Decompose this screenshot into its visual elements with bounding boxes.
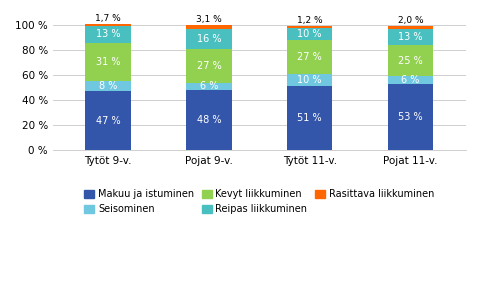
- Bar: [186, 29, 231, 49]
- Bar: [186, 90, 231, 150]
- Bar: [287, 40, 332, 74]
- Bar: [387, 45, 432, 76]
- Text: 8 %: 8 %: [99, 82, 117, 92]
- Bar: [387, 84, 432, 150]
- Text: 51 %: 51 %: [297, 113, 322, 124]
- Bar: [85, 24, 131, 26]
- Text: 1,2 %: 1,2 %: [296, 16, 322, 25]
- Text: 53 %: 53 %: [397, 112, 422, 122]
- Bar: [287, 86, 332, 150]
- Bar: [287, 26, 332, 28]
- Text: 2,0 %: 2,0 %: [397, 16, 422, 25]
- Bar: [85, 92, 131, 150]
- Text: 6 %: 6 %: [400, 75, 419, 85]
- Legend: Makuu ja istuminen, Seisominen, Kevyt liikkuminen, Reipas liikkuminen, Rasittava: Makuu ja istuminen, Seisominen, Kevyt li…: [84, 189, 433, 214]
- Text: 3,1 %: 3,1 %: [196, 15, 221, 24]
- Text: 10 %: 10 %: [297, 75, 321, 85]
- Text: 13 %: 13 %: [96, 29, 120, 39]
- Text: 16 %: 16 %: [196, 34, 221, 44]
- Bar: [186, 25, 231, 29]
- Bar: [387, 29, 432, 45]
- Bar: [85, 26, 131, 43]
- Text: 27 %: 27 %: [297, 52, 322, 62]
- Bar: [387, 76, 432, 84]
- Text: 10 %: 10 %: [297, 29, 321, 39]
- Text: 6 %: 6 %: [199, 82, 217, 92]
- Text: 47 %: 47 %: [96, 116, 120, 126]
- Text: 27 %: 27 %: [196, 61, 221, 71]
- Bar: [85, 82, 131, 92]
- Text: 13 %: 13 %: [397, 32, 422, 42]
- Text: 1,7 %: 1,7 %: [95, 14, 120, 23]
- Text: 48 %: 48 %: [196, 115, 221, 125]
- Text: 31 %: 31 %: [96, 57, 120, 67]
- Text: 25 %: 25 %: [397, 56, 422, 66]
- Bar: [287, 74, 332, 86]
- Bar: [287, 28, 332, 40]
- Bar: [186, 49, 231, 83]
- Bar: [85, 43, 131, 82]
- Bar: [387, 26, 432, 29]
- Bar: [186, 83, 231, 90]
